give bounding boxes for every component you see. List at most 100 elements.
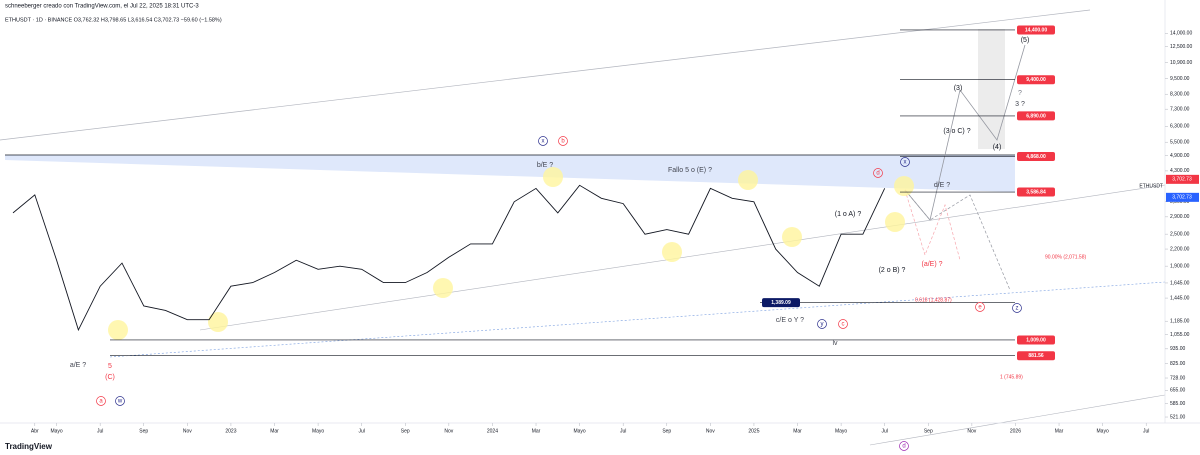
x-tick-label: 2023 — [225, 428, 236, 434]
y-tick-label: 8,300.00 — [1170, 92, 1190, 98]
wave-circle — [975, 302, 985, 312]
y-tick-label: 1,900.00 — [1170, 263, 1190, 269]
wave-label: d — [902, 444, 905, 450]
highlight — [738, 170, 758, 190]
wave-label: d — [876, 171, 879, 177]
annotation: lv — [832, 340, 838, 347]
y-tick-label: 1,645.00 — [1170, 280, 1190, 286]
price-line — [12, 184, 886, 332]
x-tick-label: Nov — [967, 428, 976, 434]
fib-label: 1 (745.89) — [1000, 374, 1023, 380]
projection-box — [978, 29, 1005, 149]
level-label: 3,586.84 — [1026, 189, 1046, 195]
wave-label: x — [904, 160, 907, 166]
annotation: (3 o C) ? — [943, 128, 970, 135]
annotation: (3) — [954, 85, 963, 92]
y-tick-label: 12,500.00 — [1170, 44, 1192, 50]
level-label: 14,400.00 — [1025, 27, 1047, 33]
x-tick-label: Nov — [183, 428, 192, 434]
level-tag — [1017, 335, 1055, 345]
price-tag-label: 3,702.73 — [1172, 177, 1192, 183]
attribution: schneeberger creado con TradingView.com,… — [5, 4, 199, 10]
x-tick-label: Mar — [270, 428, 279, 434]
x-tick-label: Nov — [444, 428, 453, 434]
annotation: (5) — [1021, 37, 1030, 44]
highlight — [108, 320, 128, 340]
x-tick-label: Jul — [881, 428, 887, 434]
x-tick-label: Sep — [401, 428, 410, 434]
wave-circle — [838, 319, 848, 329]
level-label: 6,890.00 — [1026, 113, 1046, 119]
level-tag — [1017, 351, 1055, 361]
trend-line — [869, 394, 1166, 446]
y-tick-label: 6,300.00 — [1170, 124, 1190, 130]
wave-circle — [817, 319, 827, 329]
level-label: 1,389.09 — [771, 300, 791, 306]
y-tick-label: 935.00 — [1170, 346, 1186, 352]
x-tick-label: Sep — [924, 428, 933, 434]
trend-line — [199, 184, 1166, 331]
wave-circle — [899, 441, 909, 451]
brand: TradingView — [5, 442, 53, 451]
highlight — [894, 176, 914, 196]
x-tick-label: Mayo — [1097, 428, 1109, 434]
level-tag — [1017, 75, 1055, 85]
price-tag — [1166, 192, 1199, 202]
x-tick-label: Abr — [31, 428, 39, 434]
symbol-label: ETHUSDT — [1139, 184, 1163, 190]
y-tick-label: 4,900.00 — [1170, 153, 1190, 159]
x-tick-label: 2026 — [1010, 428, 1021, 434]
y-tick-label: 825.00 — [1170, 361, 1186, 367]
wave-circle — [558, 136, 568, 146]
annotation: (4) — [993, 144, 1002, 151]
x-tick-label: Mayo — [835, 428, 847, 434]
x-tick-label: Sep — [662, 428, 671, 434]
x-tick-label: Mar — [1055, 428, 1064, 434]
wave-label: c — [842, 322, 845, 328]
y-tick-label: 1,055.00 — [1170, 332, 1190, 338]
y-tick-label: 2,900.00 — [1170, 214, 1190, 220]
wave-label: y — [821, 322, 824, 328]
annotation: c/E o Y ? — [776, 317, 804, 324]
annotation: a/E ? — [70, 362, 86, 369]
x-tick-label: Jul — [358, 428, 364, 434]
projection-path — [904, 189, 1011, 291]
fib-label: 0.618 (1,428.87) — [915, 297, 952, 303]
annotation: (1 o A) ? — [835, 211, 862, 218]
y-tick-label: 3,300.00 — [1170, 199, 1190, 205]
level-tag — [762, 298, 800, 308]
x-tick-label: Jul — [97, 428, 103, 434]
wave-circle — [1012, 303, 1022, 313]
wave-circle — [115, 396, 125, 406]
y-tick-label: 728.00 — [1170, 375, 1186, 381]
wave-circle — [873, 168, 883, 178]
level-label: 881.56 — [1028, 353, 1044, 359]
price-tag — [1166, 174, 1199, 184]
wave-label: z — [1016, 306, 1019, 312]
y-tick-label: 4,300.00 — [1170, 168, 1190, 174]
highlight — [662, 242, 682, 262]
annotation: ? — [1018, 90, 1022, 97]
wave-label: w — [117, 399, 123, 405]
y-tick-label: 521.00 — [1170, 414, 1186, 420]
y-tick-label: 2,200.00 — [1170, 246, 1190, 252]
projection-path — [904, 189, 961, 261]
highlight — [208, 312, 228, 332]
level-tag — [1017, 187, 1055, 197]
y-tick-label: 2,500.00 — [1170, 231, 1190, 237]
level-tag — [1017, 151, 1055, 161]
y-tick-label: 9,500.00 — [1170, 76, 1190, 82]
y-tick-label: 7,300.00 — [1170, 107, 1190, 113]
y-tick-label: 5,500.00 — [1170, 140, 1190, 146]
level-tag — [1017, 111, 1055, 121]
y-tick-label: 1,445.00 — [1170, 295, 1190, 301]
y-tick-label: 585.00 — [1170, 401, 1186, 407]
annotation: (2 o B) ? — [879, 267, 906, 274]
annotation: 3 ? — [1015, 101, 1025, 108]
x-tick-label: Mar — [532, 428, 541, 434]
y-tick-label: 655.00 — [1170, 388, 1186, 394]
trend-line — [0, 9, 1091, 141]
x-tick-label: 2025 — [748, 428, 759, 434]
shaded-band — [5, 155, 1015, 192]
